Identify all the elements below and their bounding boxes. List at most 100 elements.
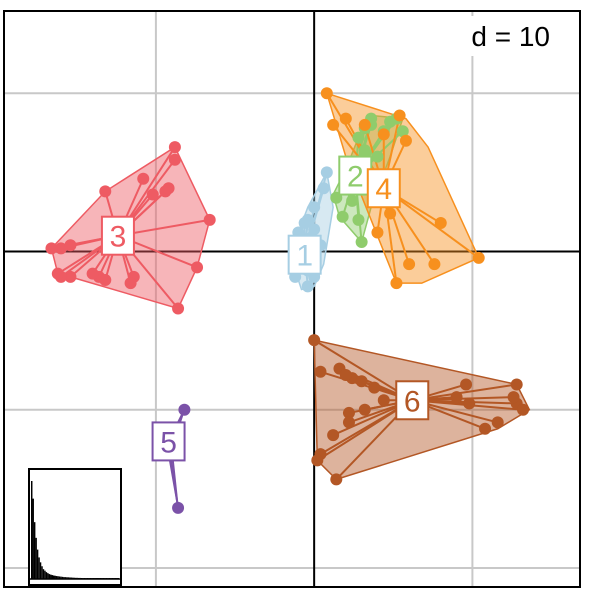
data-point-cluster-4 <box>393 109 406 122</box>
plot-frame <box>3 10 581 588</box>
eigenvalue-bar <box>38 557 40 579</box>
cluster-label-text: 1 <box>296 240 313 273</box>
data-point-cluster-4 <box>377 128 390 141</box>
cluster-label-text: 6 <box>404 385 421 418</box>
data-point-cluster-4 <box>428 258 441 271</box>
data-point-cluster-4 <box>358 118 371 131</box>
data-point-cluster-6 <box>311 454 324 467</box>
data-point-cluster-6 <box>377 394 390 407</box>
eigenvalue-bar <box>36 549 39 579</box>
data-point-cluster-6 <box>460 378 473 391</box>
eigenvalue-bar <box>50 574 52 579</box>
cluster-label-6: 6 <box>395 380 430 421</box>
data-point-cluster-6 <box>491 416 504 429</box>
data-point-cluster-6 <box>358 403 371 416</box>
data-point-cluster-2 <box>352 131 365 144</box>
data-point-cluster-4 <box>384 207 397 220</box>
data-point-cluster-6 <box>314 365 327 378</box>
data-point-cluster-4 <box>399 134 412 147</box>
eigenvalue-bar <box>54 575 56 579</box>
cluster-label-box <box>151 421 186 462</box>
data-point-cluster-1 <box>301 280 314 293</box>
eigenvalue-bar <box>42 569 45 579</box>
eigenvalue-bar <box>61 576 64 579</box>
scale-label-background <box>448 16 558 56</box>
data-point-cluster-5 <box>172 501 185 514</box>
scale-box: d = 10 <box>448 16 558 56</box>
eigenvalue-bar <box>45 572 48 579</box>
data-point-cluster-4 <box>327 118 340 131</box>
cluster-label-1: 1 <box>287 234 322 275</box>
data-point-cluster-6 <box>308 334 321 347</box>
data-point-cluster-3 <box>99 274 112 287</box>
data-point-cluster-3 <box>45 242 58 255</box>
data-point-cluster-1 <box>317 182 330 195</box>
data-point-cluster-2 <box>352 213 365 226</box>
data-point-cluster-6 <box>463 397 476 410</box>
cluster-label-text: 2 <box>347 161 364 194</box>
data-point-cluster-3 <box>64 270 77 283</box>
data-point-cluster-6 <box>507 391 520 404</box>
data-point-cluster-6 <box>327 429 340 442</box>
data-point-cluster-3 <box>203 213 216 226</box>
data-point-cluster-2 <box>396 125 409 138</box>
eigenvalue-bar <box>44 570 46 579</box>
spoke-layer <box>51 92 524 509</box>
eigenvalue-bar <box>41 566 43 579</box>
data-point-cluster-6 <box>479 422 492 435</box>
data-point-cluster-3 <box>86 267 99 280</box>
eigenvalue-inset <box>28 468 122 586</box>
eigenvalue-bar <box>64 577 67 579</box>
data-point-cluster-3 <box>99 185 112 198</box>
data-point-cluster-3 <box>54 242 67 255</box>
eigenvalue-bar <box>60 576 62 579</box>
eigenvalue-bar <box>35 537 37 579</box>
data-point-cluster-3 <box>124 277 137 290</box>
data-point-cluster-3 <box>191 261 204 274</box>
data-point-cluster-2 <box>355 236 368 249</box>
data-point-cluster-3 <box>168 153 181 166</box>
data-point-cluster-3 <box>64 239 77 252</box>
hull-layer <box>50 92 531 509</box>
data-point-cluster-2 <box>371 150 384 163</box>
data-point-cluster-1 <box>308 201 321 214</box>
eigenvalue-bar <box>48 574 51 579</box>
scale-label: d = 10 <box>471 21 550 52</box>
eigenvalue-bar <box>55 576 58 579</box>
eigenvalue-bar <box>58 576 61 579</box>
data-point-cluster-1 <box>298 217 311 230</box>
eigenvalue-bar <box>33 522 36 579</box>
cluster-label-2: 2 <box>338 155 373 196</box>
data-point-cluster-4 <box>472 251 485 264</box>
eigenvalue-bar <box>31 481 33 579</box>
data-point-cluster-1 <box>308 223 321 236</box>
cluster-spoke-6 <box>412 383 517 402</box>
cluster-label-text: 3 <box>110 221 127 254</box>
eigenvalue-bar <box>32 498 34 579</box>
data-point-cluster-4 <box>390 277 403 290</box>
data-point-cluster-2 <box>336 210 349 223</box>
cluster-label-4: 4 <box>366 168 401 209</box>
data-point-cluster-4 <box>371 226 384 239</box>
data-point-cluster-6 <box>339 368 352 381</box>
label-layer: 1 2 4 3 5 6 <box>100 155 430 462</box>
data-point-cluster-6 <box>368 381 381 394</box>
cluster-label-box <box>100 215 135 256</box>
data-point-cluster-1 <box>320 166 333 179</box>
cluster-label-5: 5 <box>151 421 186 462</box>
cluster-label-3: 3 <box>100 215 135 256</box>
data-point-cluster-4 <box>434 217 447 230</box>
data-point-cluster-6 <box>342 416 355 429</box>
data-point-cluster-3 <box>162 182 175 195</box>
cluster-label-box <box>395 380 430 421</box>
data-point-cluster-2 <box>346 194 359 207</box>
data-point-cluster-2 <box>358 144 371 157</box>
cluster-label-box <box>366 168 401 209</box>
eigenvalue-bar <box>47 573 49 579</box>
eigenvalue-bar <box>66 577 68 579</box>
data-point-cluster-5 <box>178 403 191 416</box>
eigenvalue-bar <box>51 575 53 579</box>
eigenvalue-bar <box>63 577 65 579</box>
eigenvalue-inset-frame <box>28 468 122 586</box>
